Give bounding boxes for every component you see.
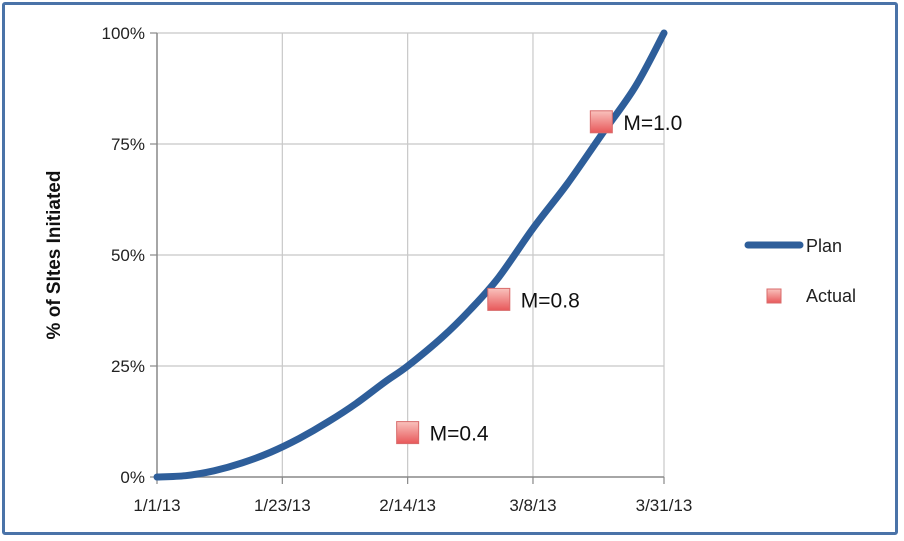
legend-plan-label: Plan bbox=[806, 236, 842, 256]
actual-markers: M=0.4 M=0.8 M=1.0 bbox=[396, 110, 682, 446]
actual-marker bbox=[396, 421, 420, 445]
legend: Plan Actual bbox=[744, 236, 856, 306]
plot-series bbox=[153, 29, 668, 481]
x-tick-label: 2/14/13 bbox=[379, 496, 436, 515]
y-axis-title: % of SItes Initiated bbox=[44, 171, 65, 340]
y-tick-label: 25% bbox=[111, 357, 145, 376]
x-tick-label: 1/1/13 bbox=[133, 496, 180, 515]
gridlines bbox=[157, 32, 665, 477]
y-tick-labels: 0% 25% 50% 75% 100% bbox=[102, 24, 145, 487]
actual-marker-label: M=0.8 bbox=[521, 289, 580, 312]
actual-marker-label: M=0.4 bbox=[430, 423, 489, 446]
y-tick-label: 0% bbox=[120, 468, 145, 487]
x-tick-label: 3/8/13 bbox=[509, 496, 556, 515]
x-tick-label: 3/31/13 bbox=[636, 496, 693, 515]
y-tick-label: 75% bbox=[111, 135, 145, 154]
legend-actual-swatch bbox=[766, 288, 782, 304]
chart-frame bbox=[2, 2, 898, 535]
legend-actual-label: Actual bbox=[806, 286, 856, 306]
actual-marker bbox=[589, 110, 613, 134]
plan-series-line bbox=[153, 29, 668, 481]
axes bbox=[150, 32, 665, 484]
y-tick-label: 100% bbox=[102, 24, 145, 43]
actual-marker-label: M=1.0 bbox=[623, 112, 682, 135]
x-tick-label: 1/23/13 bbox=[254, 496, 311, 515]
actual-marker bbox=[487, 287, 511, 311]
x-tick-labels: 1/1/13 1/23/13 2/14/13 3/8/13 3/31/13 bbox=[133, 496, 692, 515]
y-tick-label: 50% bbox=[111, 246, 145, 265]
